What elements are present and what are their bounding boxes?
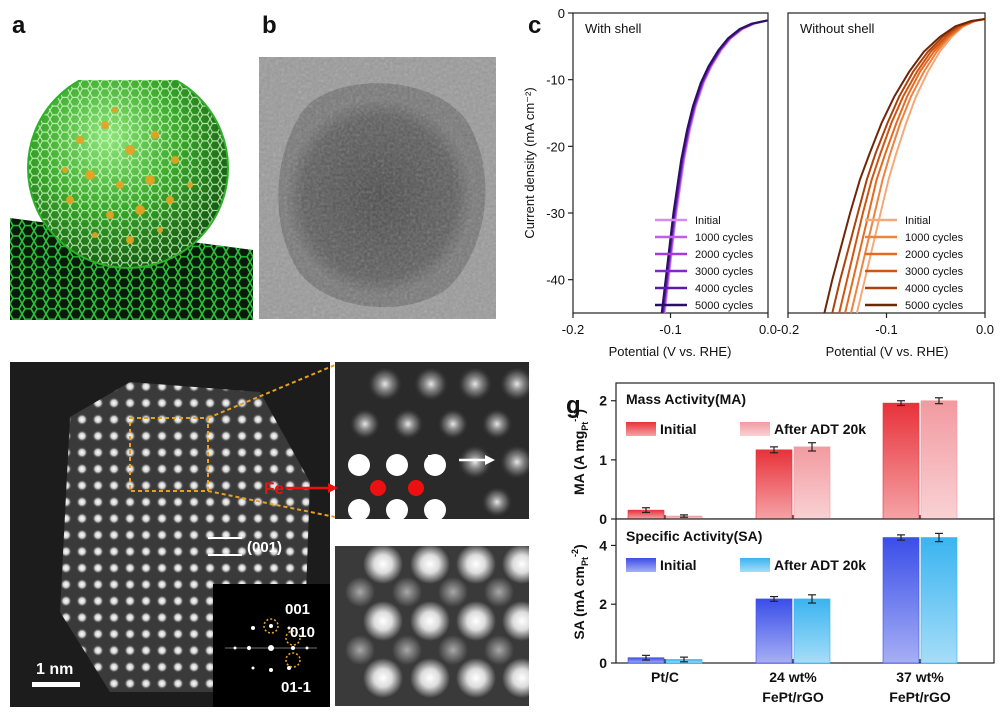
- g-top-bar: [882, 402, 920, 520]
- g-bottom-legend-swatch: [740, 558, 770, 572]
- plane-label: (001): [247, 539, 282, 556]
- fft-spot-01-1: [285, 652, 301, 668]
- panel-e-zoom-image: Pt: [335, 362, 529, 519]
- panel-label-g: g: [566, 392, 581, 419]
- g-top-bar: [793, 446, 831, 520]
- c-right-xtick-label: 0.0: [976, 322, 994, 337]
- c-left-chart: With shell -0.2 -0.1 0.0 0 -10 -20 -30 -40 Init…: [522, 6, 777, 359]
- g-top-legend-label: Initial: [660, 421, 697, 437]
- nanoparticles: [62, 107, 193, 244]
- c-left-legend-label: 3000 cycles: [695, 266, 754, 278]
- g-bottom-legend-label: After ADT 20k: [774, 557, 866, 573]
- c-left-xtick-label: 0.0: [759, 322, 777, 337]
- c-right-xtick-label: -0.1: [875, 322, 897, 337]
- panel-g-chart: Mass Activity(MA) 0 1 2 Initial After ADT 2…: [570, 382, 995, 705]
- g-bottom-legend-swatch: [626, 558, 656, 572]
- panel-label-b: b: [262, 12, 277, 39]
- panel-a-illustration: [10, 80, 253, 320]
- c-left-legend-label: 4000 cycles: [695, 283, 754, 295]
- c-left-xtick-label: -0.1: [659, 322, 681, 337]
- c-right-series-line: [823, 18, 986, 314]
- c-left-xtick-label: -0.2: [562, 322, 584, 337]
- fft-spot-001: [263, 618, 279, 634]
- c-left-ytick-label: -10: [546, 73, 565, 88]
- scale-bar: [32, 682, 80, 687]
- c-right-title: Without shell: [800, 21, 875, 36]
- fft-label-010: 010: [290, 624, 315, 641]
- g-top-ytick-label: 0: [599, 511, 607, 527]
- g-category-label: 37 wt%: [896, 669, 944, 685]
- panel-f-simulated-image: [335, 546, 529, 706]
- panel-b-tem-image: [259, 57, 496, 319]
- panel-d-stem-image: (001) 001 010 01-1 1 nm: [10, 362, 330, 707]
- c-right-legend-label: 3000 cycles: [905, 266, 964, 278]
- c-left-ytick-label: -40: [546, 273, 565, 288]
- panel-c-chart: With shell -0.2 -0.1 0.0 0 -10 -20 -30 -40 Init…: [522, 6, 994, 359]
- c-right-chart: Without shell -0.2 -0.1 0.0 Initial 1000 cy…: [777, 12, 994, 359]
- g-bottom-ytick-label: 4: [599, 537, 607, 553]
- g-category-label: FePt/rGO: [889, 689, 951, 705]
- g-top-legend-swatch: [740, 422, 770, 436]
- fft-label-01-1: 01-1: [281, 679, 311, 696]
- c-ylabel: Current density (mA cm⁻²): [522, 87, 537, 238]
- g-category-label: 24 wt%: [769, 669, 817, 685]
- c-right-legend-label: 4000 cycles: [905, 283, 964, 295]
- g-category-label: FePt/rGO: [762, 689, 824, 705]
- c-left-legend-label: Initial: [695, 215, 721, 227]
- c-right-legend-label: 2000 cycles: [905, 249, 964, 261]
- pt-atoms: [348, 454, 446, 519]
- c-left-ytick-label: -30: [546, 206, 565, 221]
- c-right-legend-label: Initial: [905, 215, 931, 227]
- g-bottom-bar: [793, 598, 831, 664]
- c-right-legend-label: 1000 cycles: [905, 232, 964, 244]
- c-right-xtick-label: -0.2: [777, 322, 799, 337]
- g-top-bar: [755, 449, 793, 520]
- fft-label-001: 001: [285, 601, 310, 618]
- g-top-ylabel: MA (A mgPt-1): [570, 409, 590, 495]
- c-right-series-line: [844, 18, 986, 314]
- c-left-ytick-label: -20: [546, 139, 565, 154]
- g-top-legend-swatch: [626, 422, 656, 436]
- g-top-legend-label: After ADT 20k: [774, 421, 866, 437]
- fft-spot-010: [285, 630, 301, 646]
- c-right-legend-label: 5000 cycles: [905, 300, 964, 312]
- c-right-series-line: [838, 18, 986, 314]
- fe-label: Fe: [264, 479, 284, 498]
- fe-atoms: [370, 480, 424, 496]
- g-bottom-title: Specific Activity(SA): [626, 528, 762, 544]
- c-left-xlabel: Potential (V vs. RHE): [609, 344, 732, 359]
- c-left-legend-label: 5000 cycles: [695, 300, 754, 312]
- panel-label-a: a: [12, 12, 26, 39]
- g-top-ytick-label: 2: [599, 393, 607, 409]
- pt-fe-callouts: Fe: [258, 440, 338, 510]
- g-top-title: Mass Activity(MA): [626, 391, 746, 407]
- zoom-region-box: [129, 417, 209, 492]
- fft-inset: 001 010 01-1: [213, 584, 330, 707]
- g-bottom-legend-label: Initial: [660, 557, 697, 573]
- g-category-label: Pt/C: [651, 669, 679, 685]
- panel-label-c: c: [528, 12, 542, 39]
- c-right-xlabel: Potential (V vs. RHE): [826, 344, 949, 359]
- g-top-bar: [920, 400, 958, 520]
- zoom-connector-lines: [207, 364, 336, 518]
- c-left-legend-label: 1000 cycles: [695, 232, 754, 244]
- c-left-title: With shell: [585, 21, 641, 36]
- g-bottom-bar: [755, 598, 793, 664]
- c-left-series-line: [660, 19, 769, 314]
- c-left-legend-label: 2000 cycles: [695, 249, 754, 261]
- g-bottom-bar: [920, 537, 958, 664]
- scale-bar-label: 1 nm: [36, 661, 73, 678]
- pt-label: Pt: [427, 453, 444, 470]
- g-bottom-ytick-label: 0: [599, 655, 607, 671]
- g-bottom-ytick-label: 2: [599, 596, 607, 612]
- g-top-ytick-label: 1: [599, 452, 607, 468]
- g-bottom-ylabel: SA (mA cmPt-2): [570, 544, 590, 639]
- c-left-ytick-label: 0: [558, 6, 565, 21]
- c-right-series-line: [831, 18, 986, 314]
- g-bottom-bar: [882, 537, 920, 664]
